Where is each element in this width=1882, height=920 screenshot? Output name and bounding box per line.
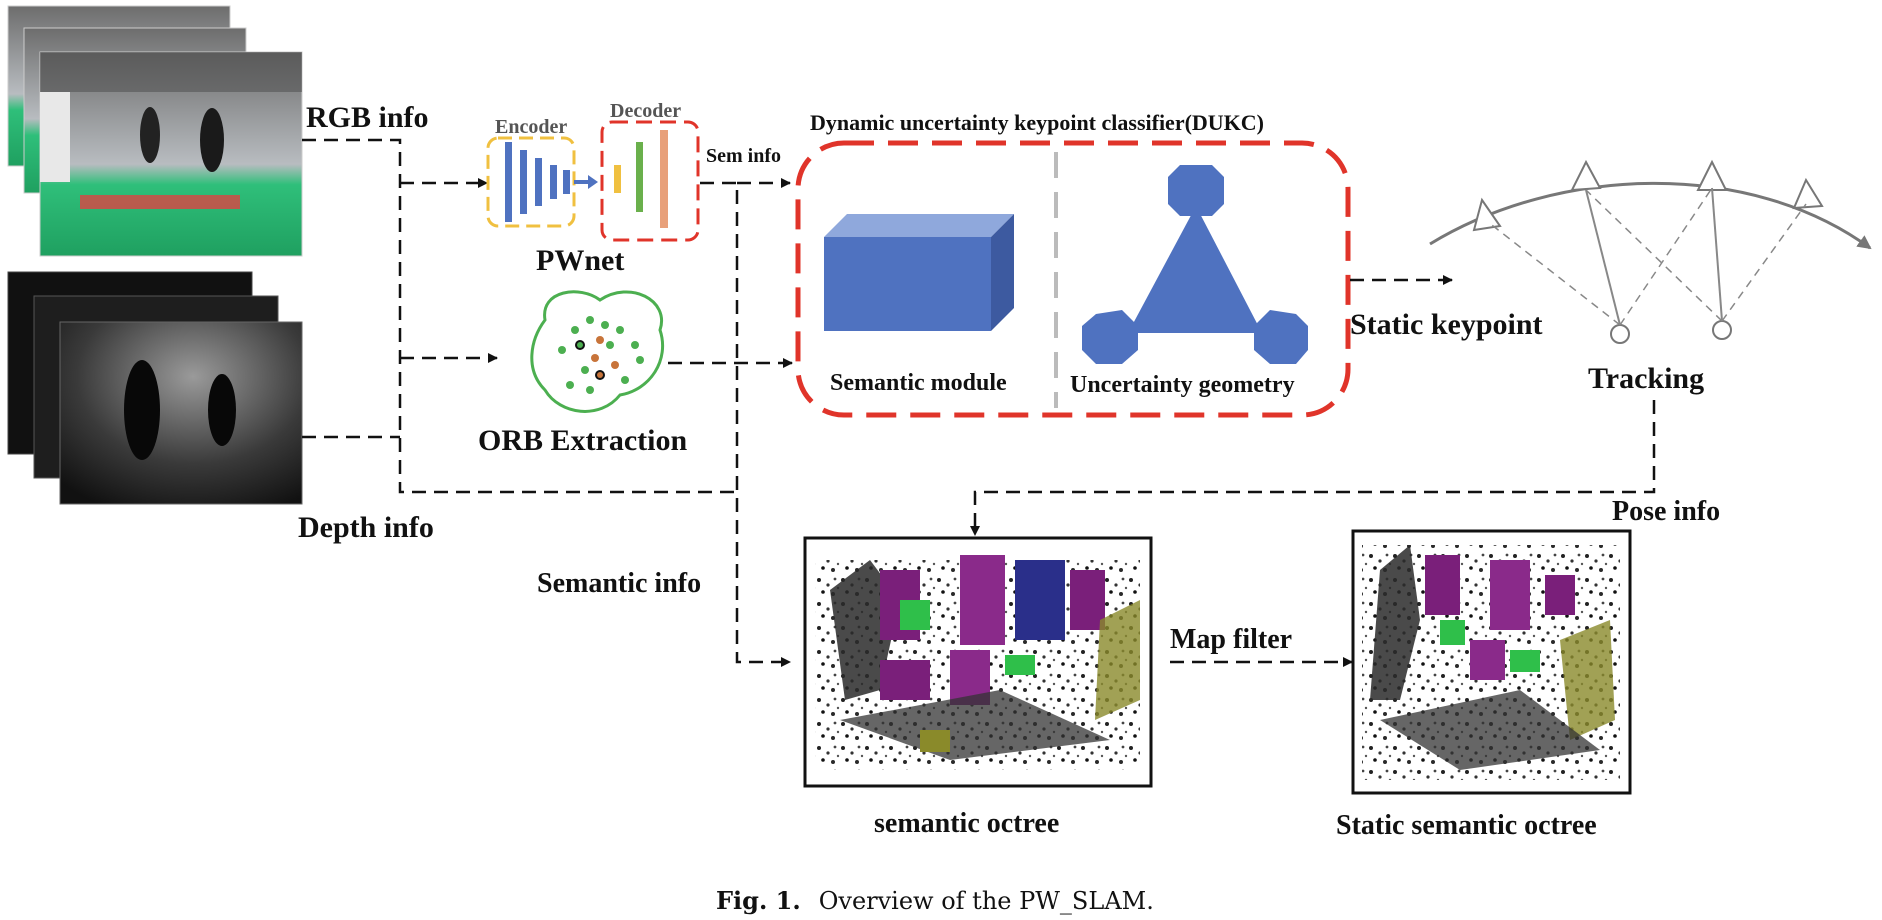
tracking-graphic [1429,159,1872,344]
uncertainty-geometry-label: Uncertainty geometry [1070,372,1295,398]
caption-prefix: Fig. 1. [716,886,801,915]
sem-info-label: Sem info [706,145,781,167]
pwnet-block: Encoder Decoder PWnet [486,100,700,277]
figure-caption: Fig. 1. Overview of the PW_SLAM. [716,886,1154,915]
rgb-image-stack [7,5,303,257]
depth-image-stack [7,271,303,505]
orb-extraction-label: ORB Extraction [478,424,687,457]
dukc-block: Dynamic uncertainty keypoint classifier(… [795,110,1351,418]
semantic-module-label: Semantic module [830,370,1007,396]
decoder-label: Decoder [610,100,681,122]
orb-blob [530,290,665,413]
decoder-box [600,120,700,242]
static-semantic-octree-map [1351,529,1632,795]
rgb-info-label: RGB info [306,101,429,134]
static-semantic-octree-label: Static semantic octree [1336,810,1597,841]
semantic-octree-label: semantic octree [874,808,1059,839]
semantic-module-cube [824,214,1014,331]
dukc-box [795,140,1351,418]
dukc-title: Dynamic uncertainty keypoint classifier(… [810,110,1264,135]
pose-info-label: Pose info [1612,496,1720,527]
depth-frame-front [59,321,303,505]
orb-extraction-block: ORB Extraction [478,290,687,457]
pwnet-label: PWnet [536,244,624,277]
tracking-label: Tracking [1588,362,1704,395]
depth-info-label: Depth info [298,511,434,544]
semantic-octree-map [803,536,1153,788]
encoder-box [486,136,576,228]
static-keypoint-label: Static keypoint [1350,308,1543,341]
encoder-label: Encoder [495,116,567,138]
map-filter-label: Map filter [1170,624,1292,655]
semantic-info-label: Semantic info [537,568,701,599]
input-flow-lines [302,138,735,494]
uncertainty-geometry-shape [1082,165,1308,364]
caption-text: Overview of the PW_SLAM. [819,887,1154,915]
sem-info-flow [700,178,791,667]
pose-info-flow [970,400,1656,536]
